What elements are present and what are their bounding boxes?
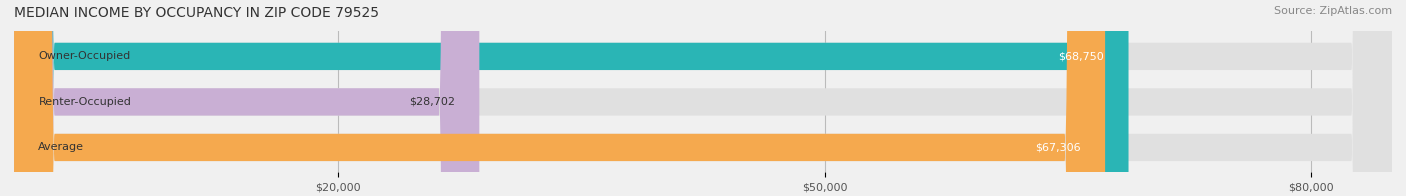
FancyBboxPatch shape <box>14 0 479 196</box>
Text: $68,750: $68,750 <box>1059 51 1104 61</box>
FancyBboxPatch shape <box>14 0 1392 196</box>
Text: $28,702: $28,702 <box>409 97 456 107</box>
FancyBboxPatch shape <box>14 0 1105 196</box>
Text: Average: Average <box>38 142 84 152</box>
FancyBboxPatch shape <box>14 0 1129 196</box>
FancyBboxPatch shape <box>14 0 1392 196</box>
Text: Source: ZipAtlas.com: Source: ZipAtlas.com <box>1274 6 1392 16</box>
Text: MEDIAN INCOME BY OCCUPANCY IN ZIP CODE 79525: MEDIAN INCOME BY OCCUPANCY IN ZIP CODE 7… <box>14 6 380 20</box>
Text: Owner-Occupied: Owner-Occupied <box>38 51 131 61</box>
FancyBboxPatch shape <box>14 0 1392 196</box>
Text: Renter-Occupied: Renter-Occupied <box>38 97 131 107</box>
Text: $67,306: $67,306 <box>1035 142 1081 152</box>
